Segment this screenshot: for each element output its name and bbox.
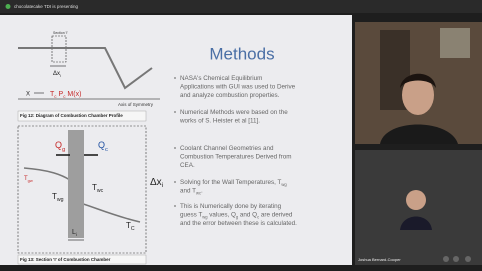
subscript: i	[162, 182, 163, 189]
page: chocolatecake TDI is presenting Methods …	[0, 0, 482, 271]
more-button[interactable]	[465, 256, 471, 262]
text-run: NASA's Chemical Equilibrium	[180, 75, 262, 82]
section-label: Section 'I'	[53, 31, 68, 35]
text-run: Applications with GUI was used to Derive	[180, 83, 296, 90]
figure-caption: Fig 13: Section 'I' of Combustion Chambe…	[20, 257, 111, 262]
bullet-line: Numerical Methods were based on the	[180, 109, 288, 116]
dx-label: Δxi	[53, 71, 61, 78]
subscript: wg	[57, 197, 64, 203]
axis-label: Axis of Symmetry	[118, 102, 154, 107]
bullet-line: and the error between these is calculate…	[180, 220, 297, 227]
subscript: wc	[97, 188, 104, 194]
text-run: Combustion Temperatures Derived from	[180, 153, 292, 160]
text-run: Δx	[53, 71, 60, 77]
bullet-line: Coolant Channel Geometries and	[180, 145, 274, 152]
participant-name: Joshua Bernard-Cooper	[358, 257, 401, 262]
text-run: values, Q	[208, 211, 236, 218]
bullet-line: This is Numerically done by iterating	[180, 203, 282, 210]
x-label: X	[26, 92, 30, 98]
bullet-dot	[174, 77, 176, 79]
mic-button[interactable]	[443, 256, 449, 262]
screen: chocolatecake TDI is presenting Methods …	[0, 0, 482, 271]
figure-caption: Fig 12: Diagram of Combustion Chamber Pr…	[20, 113, 123, 118]
bullet-line: Applications with GUI was used to Derive	[180, 83, 296, 90]
bullet-line: and analyze combustion properties.	[180, 92, 280, 99]
presenting-icon	[6, 4, 11, 9]
text-run: and T	[180, 187, 196, 194]
text-run: and Q	[238, 211, 257, 218]
text-run: This is Numerically done by iterating	[180, 203, 282, 210]
text-run: Q	[98, 140, 105, 150]
text-run: .	[201, 187, 203, 194]
camera-button[interactable]	[453, 256, 459, 262]
subscript: g	[62, 147, 65, 153]
subscript: C	[131, 226, 135, 232]
bullet-line: Solving for the Wall Temperatures, Twg	[180, 179, 287, 187]
bullet-line: Combustion Temperatures Derived from	[180, 153, 292, 160]
bullet-dot	[174, 181, 176, 183]
tgw-label: Tgw	[24, 176, 33, 183]
subscript: gw	[28, 178, 33, 183]
text-run: Coolant Channel Geometries and	[180, 145, 274, 152]
text-run: Q	[55, 140, 62, 150]
bullet-dot	[174, 205, 176, 207]
bullet-dot	[174, 147, 176, 149]
text-run: CEA.	[180, 162, 195, 169]
text-run: Numerical Methods were based on the	[180, 109, 288, 116]
bullet-line: CEA.	[180, 162, 195, 169]
text-run: M(x)	[65, 91, 81, 98]
subscript: wg	[281, 182, 286, 187]
text-run: Δx	[150, 177, 162, 188]
text-run: and the error between these is calculate…	[180, 220, 297, 227]
dx-label: Δxi	[150, 177, 163, 190]
slide	[0, 15, 352, 265]
text-run: works of S. Heister et al [11].	[179, 117, 260, 124]
wall	[68, 130, 84, 238]
text-run: Solving for the Wall Temperatures, T	[180, 179, 282, 186]
bullet-dot	[174, 111, 176, 113]
text-run: are derived	[259, 211, 293, 218]
face	[406, 190, 426, 210]
presenter-label: chocolatecake TDI is presenting	[14, 4, 78, 9]
bullet-line: NASA's Chemical Equilibrium	[180, 75, 262, 82]
window	[440, 28, 470, 58]
subscript: i	[76, 232, 77, 237]
bullet-line: works of S. Heister et al [11].	[179, 117, 260, 124]
text-run: guess T	[180, 211, 202, 218]
subscript: i	[60, 73, 61, 78]
text-run: and analyze combustion properties.	[180, 92, 280, 99]
slide-title: Methods	[209, 44, 274, 63]
subscript: c	[105, 147, 108, 153]
